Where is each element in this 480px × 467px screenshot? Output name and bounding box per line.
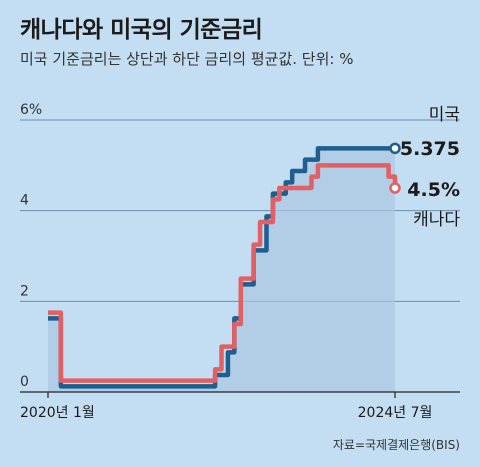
x-tick-label: 2024년 7월: [358, 405, 433, 421]
series-name-us: 미국: [429, 105, 460, 125]
y-tick-label: 4: [20, 193, 29, 209]
chart-title: 캐나다와 미국의 기준금리: [20, 17, 263, 43]
us-area: [48, 148, 395, 392]
y-tick-label: 2: [20, 283, 29, 299]
end-marker-us: [389, 142, 401, 155]
y-tick-label: 6%: [20, 102, 42, 118]
series-value-us: 5.375: [400, 138, 460, 160]
series-value-canada: 4.5%: [407, 179, 460, 201]
series-line-canada: [48, 163, 398, 383]
x-tick-label: 2020년 1월: [20, 405, 95, 421]
source-note: 자료=국제결제은행(BIS): [332, 438, 460, 452]
series-labels: 미국 5.375 4.5% 캐나다: [389, 105, 460, 230]
end-marker-canada: [389, 182, 401, 194]
series-name-canada: 캐나다: [413, 210, 460, 230]
y-tick-label: 0: [20, 374, 29, 390]
area-fill: [48, 148, 395, 392]
axes: 0 2 4 6% 2020년 1월 2024년 7월: [20, 102, 460, 421]
series-lines: [48, 146, 398, 389]
chart-subtitle: 미국 기준금리는 상단과 하단 금리의 평균값. 단위: %: [20, 50, 354, 68]
